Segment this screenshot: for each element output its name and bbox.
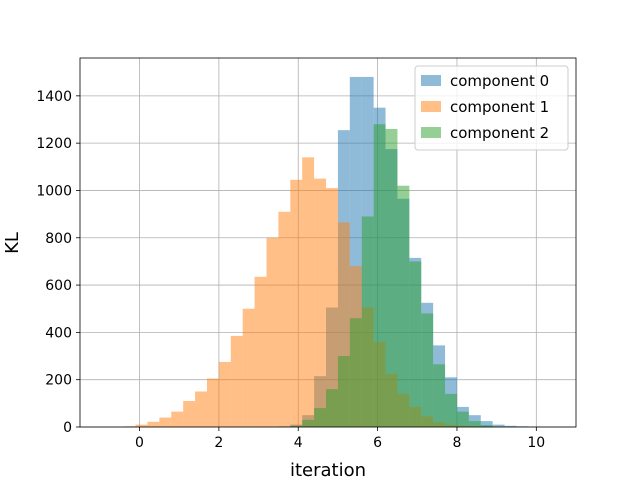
histogram-bar bbox=[290, 179, 303, 427]
histogram-bar bbox=[302, 157, 315, 427]
histogram-bar bbox=[242, 308, 255, 427]
histogram-bar bbox=[480, 425, 493, 427]
histogram-bar bbox=[326, 188, 338, 427]
histogram-bar bbox=[302, 419, 315, 427]
legend-swatch bbox=[421, 101, 441, 112]
plot-frame bbox=[79, 57, 577, 428]
histogram-bar bbox=[337, 222, 350, 427]
x-tick-label: 0 bbox=[135, 435, 144, 451]
histogram-bar bbox=[409, 261, 422, 427]
y-tick-label: 1200 bbox=[36, 136, 72, 152]
x-tick-label: 4 bbox=[294, 435, 303, 451]
histogram-bar bbox=[254, 276, 267, 427]
histogram-bar bbox=[480, 421, 493, 427]
histogram-bar bbox=[266, 237, 279, 427]
y-tick-label: 200 bbox=[45, 373, 72, 389]
histogram-bar bbox=[314, 408, 327, 427]
histogram-bar bbox=[492, 424, 505, 427]
histogram-bar bbox=[397, 185, 410, 427]
histogram-bar bbox=[421, 313, 434, 427]
legend-label: component 1 bbox=[450, 98, 549, 116]
histogram-bar bbox=[206, 378, 219, 427]
legend-label: component 0 bbox=[450, 72, 549, 90]
histogram-bar bbox=[468, 421, 481, 427]
legend: component 0 component 1 component 2 bbox=[414, 65, 569, 151]
histogram-bar bbox=[147, 421, 160, 427]
histogram-bar bbox=[171, 411, 184, 427]
histogram-bar bbox=[230, 335, 243, 427]
histogram-bar bbox=[349, 318, 362, 427]
histogram-bar bbox=[385, 128, 398, 427]
histogram-bar bbox=[373, 124, 386, 427]
histogram-bar bbox=[361, 216, 374, 427]
x-tick-label: 8 bbox=[452, 435, 461, 451]
y-tick-label: 600 bbox=[45, 278, 72, 294]
x-axis-label: iteration bbox=[290, 460, 366, 480]
legend-box bbox=[414, 65, 569, 151]
x-tick-label: 2 bbox=[214, 435, 223, 451]
histogram-bar bbox=[456, 411, 469, 427]
series-2-bars bbox=[290, 124, 505, 427]
y-tick-label: 1000 bbox=[36, 183, 72, 199]
y-tick-label: 1400 bbox=[36, 89, 72, 105]
legend-label: component 2 bbox=[450, 124, 549, 142]
y-tick-label: 800 bbox=[45, 231, 72, 247]
bars bbox=[123, 76, 565, 427]
x-tick-label: 10 bbox=[527, 435, 545, 451]
histogram-bar bbox=[326, 389, 338, 427]
histogram-bar bbox=[290, 425, 303, 427]
histogram-bar bbox=[183, 400, 196, 427]
histogram-bar bbox=[314, 178, 327, 427]
histogram-bar bbox=[218, 361, 231, 427]
histogram-bar bbox=[433, 364, 446, 427]
histogram-bar bbox=[195, 391, 207, 427]
legend-swatch bbox=[421, 75, 441, 86]
histogram-bar bbox=[135, 424, 148, 427]
histogram-bar bbox=[349, 76, 362, 427]
histogram-bar bbox=[445, 393, 457, 427]
axis-ticks: 0 2 4 6 8 10 0 200 400 600 800 1000 1200 1400 bbox=[36, 89, 545, 451]
y-tick-label: 0 bbox=[63, 420, 72, 436]
y-axis-label: KL bbox=[2, 232, 23, 254]
histogram-bar bbox=[159, 417, 172, 427]
x-tick-label: 6 bbox=[373, 435, 382, 451]
histogram-bar bbox=[337, 356, 350, 427]
histogram-bar bbox=[278, 211, 291, 427]
histogram-bar bbox=[504, 425, 517, 427]
y-tick-label: 400 bbox=[45, 325, 72, 341]
legend-swatch bbox=[421, 127, 441, 138]
